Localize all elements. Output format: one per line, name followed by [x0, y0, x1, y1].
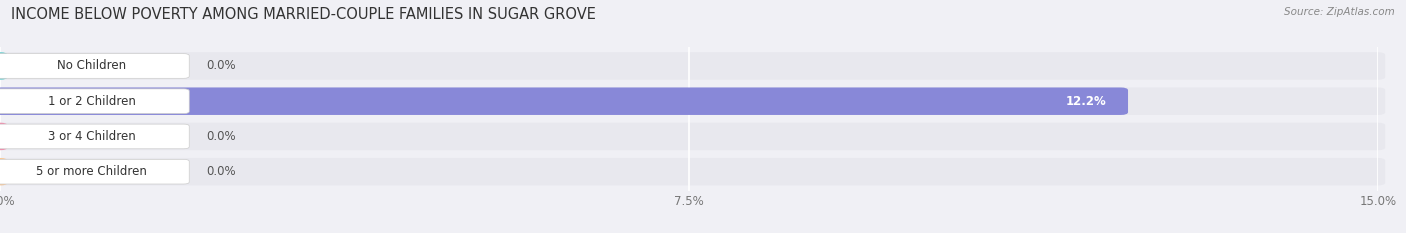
- Text: 1 or 2 Children: 1 or 2 Children: [48, 95, 136, 108]
- FancyBboxPatch shape: [0, 52, 1385, 80]
- FancyBboxPatch shape: [0, 159, 190, 184]
- Text: 0.0%: 0.0%: [207, 130, 236, 143]
- FancyBboxPatch shape: [0, 54, 190, 78]
- Text: 0.0%: 0.0%: [207, 59, 236, 72]
- FancyBboxPatch shape: [0, 87, 1385, 115]
- FancyBboxPatch shape: [0, 123, 1385, 150]
- FancyBboxPatch shape: [0, 123, 7, 150]
- Text: 3 or 4 Children: 3 or 4 Children: [48, 130, 136, 143]
- FancyBboxPatch shape: [0, 89, 190, 113]
- FancyBboxPatch shape: [0, 124, 190, 149]
- FancyBboxPatch shape: [0, 158, 7, 185]
- FancyBboxPatch shape: [0, 52, 7, 80]
- Text: 12.2%: 12.2%: [1066, 95, 1107, 108]
- FancyBboxPatch shape: [0, 87, 1128, 115]
- Text: No Children: No Children: [58, 59, 127, 72]
- Text: INCOME BELOW POVERTY AMONG MARRIED-COUPLE FAMILIES IN SUGAR GROVE: INCOME BELOW POVERTY AMONG MARRIED-COUPL…: [11, 7, 596, 22]
- Text: 0.0%: 0.0%: [207, 165, 236, 178]
- Text: Source: ZipAtlas.com: Source: ZipAtlas.com: [1284, 7, 1395, 17]
- FancyBboxPatch shape: [0, 158, 1385, 185]
- Text: 5 or more Children: 5 or more Children: [37, 165, 148, 178]
